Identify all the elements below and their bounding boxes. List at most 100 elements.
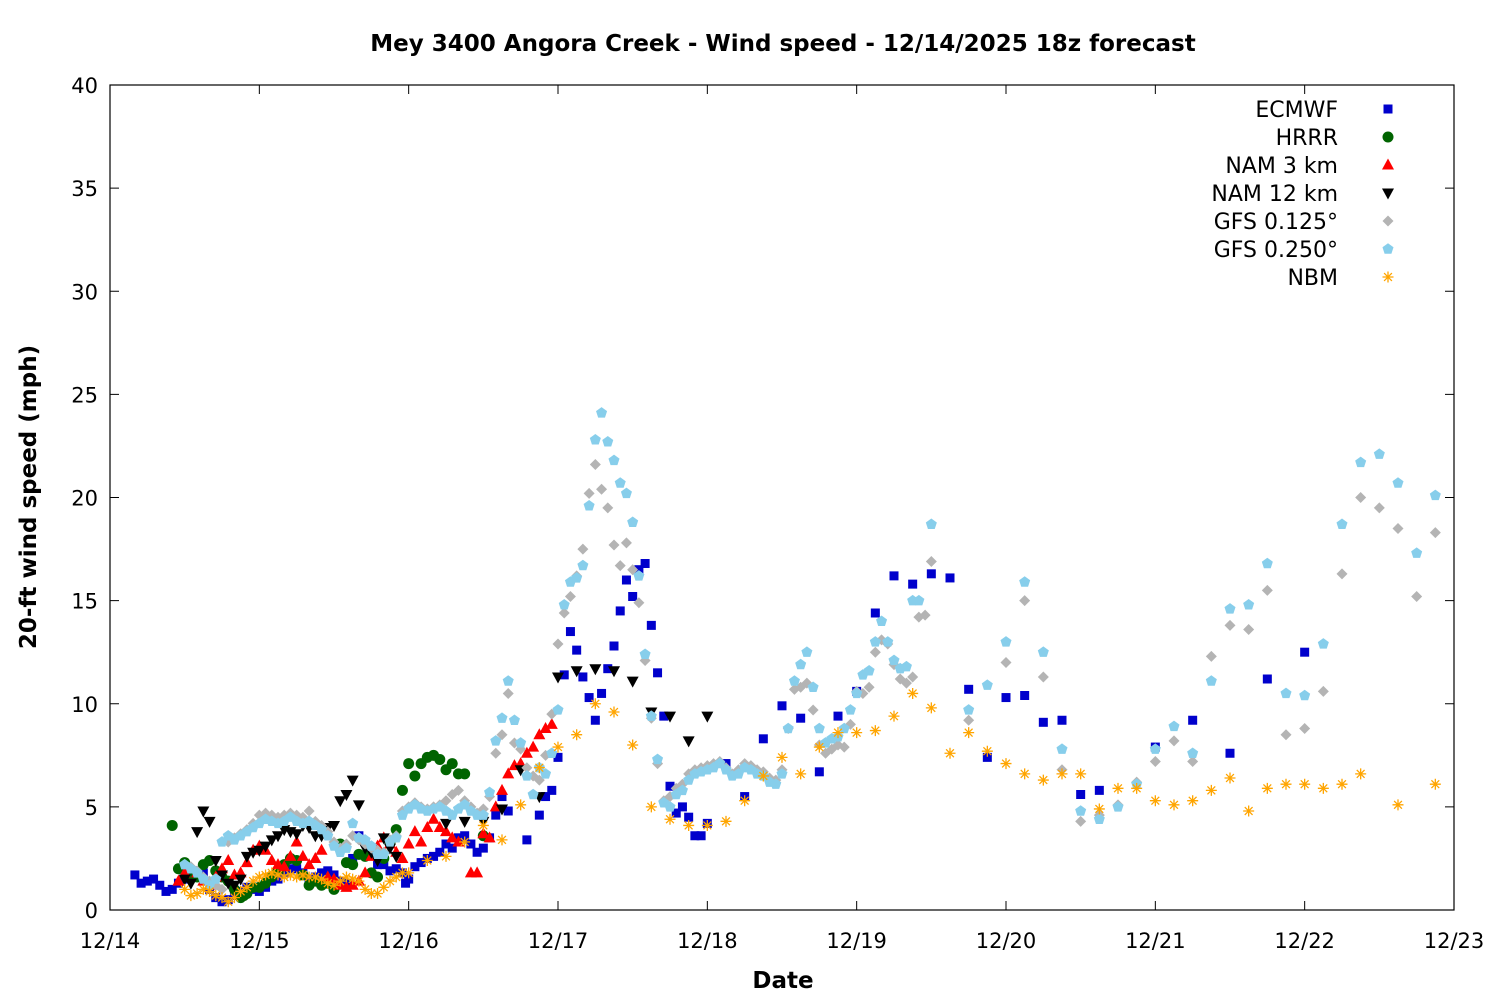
data-point <box>1000 758 1012 770</box>
data-point <box>365 840 377 851</box>
data-point <box>682 736 695 748</box>
data-point <box>484 786 496 798</box>
data-point <box>1188 715 1198 725</box>
data-point <box>241 881 253 893</box>
data-point <box>142 876 152 886</box>
data-point <box>352 800 365 812</box>
data-point <box>1020 691 1030 700</box>
data-point <box>290 829 303 841</box>
data-point <box>334 875 346 887</box>
data-point <box>1280 778 1292 790</box>
data-point <box>478 843 488 853</box>
data-point <box>770 778 782 789</box>
data-point <box>1131 782 1143 794</box>
data-point <box>290 835 303 847</box>
data-point <box>925 518 937 529</box>
data-point <box>577 543 589 555</box>
data-point <box>452 835 465 847</box>
data-point <box>1168 799 1180 811</box>
data-point <box>608 666 620 678</box>
data-point <box>652 753 664 765</box>
data-point <box>384 875 396 887</box>
data-point <box>508 714 520 725</box>
data-point <box>813 741 825 753</box>
data-point <box>377 833 390 845</box>
data-point <box>1000 636 1012 647</box>
data-point <box>1149 743 1161 754</box>
data-point <box>303 858 316 870</box>
data-point <box>1392 799 1404 811</box>
legend-label: GFS 0.250° <box>1214 238 1338 263</box>
data-point <box>1075 768 1087 780</box>
data-point <box>521 762 533 774</box>
data-point <box>303 805 315 817</box>
data-point <box>234 874 247 886</box>
data-point <box>1336 518 1348 529</box>
data-point <box>646 620 656 630</box>
data-point <box>814 767 824 777</box>
data-point <box>626 676 639 688</box>
data-point <box>265 835 278 847</box>
data-point <box>1168 735 1180 747</box>
data-point <box>490 747 502 759</box>
data-point <box>684 812 694 822</box>
y-tick-label: 35 <box>71 177 98 201</box>
data-point <box>309 871 321 883</box>
data-point <box>701 819 713 831</box>
data-point <box>1262 674 1272 684</box>
data-point <box>340 842 352 853</box>
legend-label: GFS 0.125° <box>1214 210 1338 235</box>
data-point <box>776 751 788 763</box>
data-point <box>608 706 620 718</box>
legend-marker <box>1382 271 1394 283</box>
data-point <box>851 687 863 699</box>
data-point <box>459 799 471 810</box>
data-point <box>228 892 240 904</box>
data-point <box>315 843 328 855</box>
data-point <box>1056 743 1068 754</box>
data-point <box>615 606 625 616</box>
data-point <box>496 804 508 816</box>
data-point <box>664 801 676 812</box>
data-point <box>964 684 974 694</box>
y-tick-label: 30 <box>71 280 98 304</box>
data-point <box>1205 675 1217 686</box>
data-point <box>235 885 247 897</box>
data-point <box>565 627 575 637</box>
data-point <box>265 854 278 865</box>
data-point <box>714 757 726 769</box>
data-point <box>863 681 875 693</box>
data-point <box>435 847 445 857</box>
data-point <box>701 711 714 723</box>
data-point <box>621 575 631 585</box>
data-point <box>919 609 931 621</box>
data-point <box>583 499 595 511</box>
data-point <box>322 829 334 841</box>
data-point <box>1187 795 1199 807</box>
data-point <box>1355 456 1367 468</box>
data-point <box>597 688 607 698</box>
data-point <box>665 781 675 791</box>
data-point <box>801 646 813 657</box>
data-point <box>284 869 296 881</box>
legend-marker <box>1382 215 1394 227</box>
data-point <box>1300 647 1310 657</box>
data-point <box>683 819 695 831</box>
data-point <box>459 836 471 848</box>
data-point <box>477 809 489 820</box>
x-tick-label: 12/19 <box>826 929 887 953</box>
data-point <box>796 713 806 723</box>
data-point <box>653 668 663 678</box>
data-point <box>497 792 507 802</box>
data-point <box>1261 557 1273 569</box>
plot-frame <box>109 84 1455 911</box>
data-point <box>359 866 372 878</box>
data-point <box>378 881 390 893</box>
y-tick-label: 0 <box>85 899 98 923</box>
data-point <box>541 792 551 802</box>
data-point <box>1261 782 1273 794</box>
data-point <box>403 758 415 770</box>
data-point <box>210 890 222 902</box>
data-point <box>720 815 732 827</box>
data-point <box>539 722 552 733</box>
